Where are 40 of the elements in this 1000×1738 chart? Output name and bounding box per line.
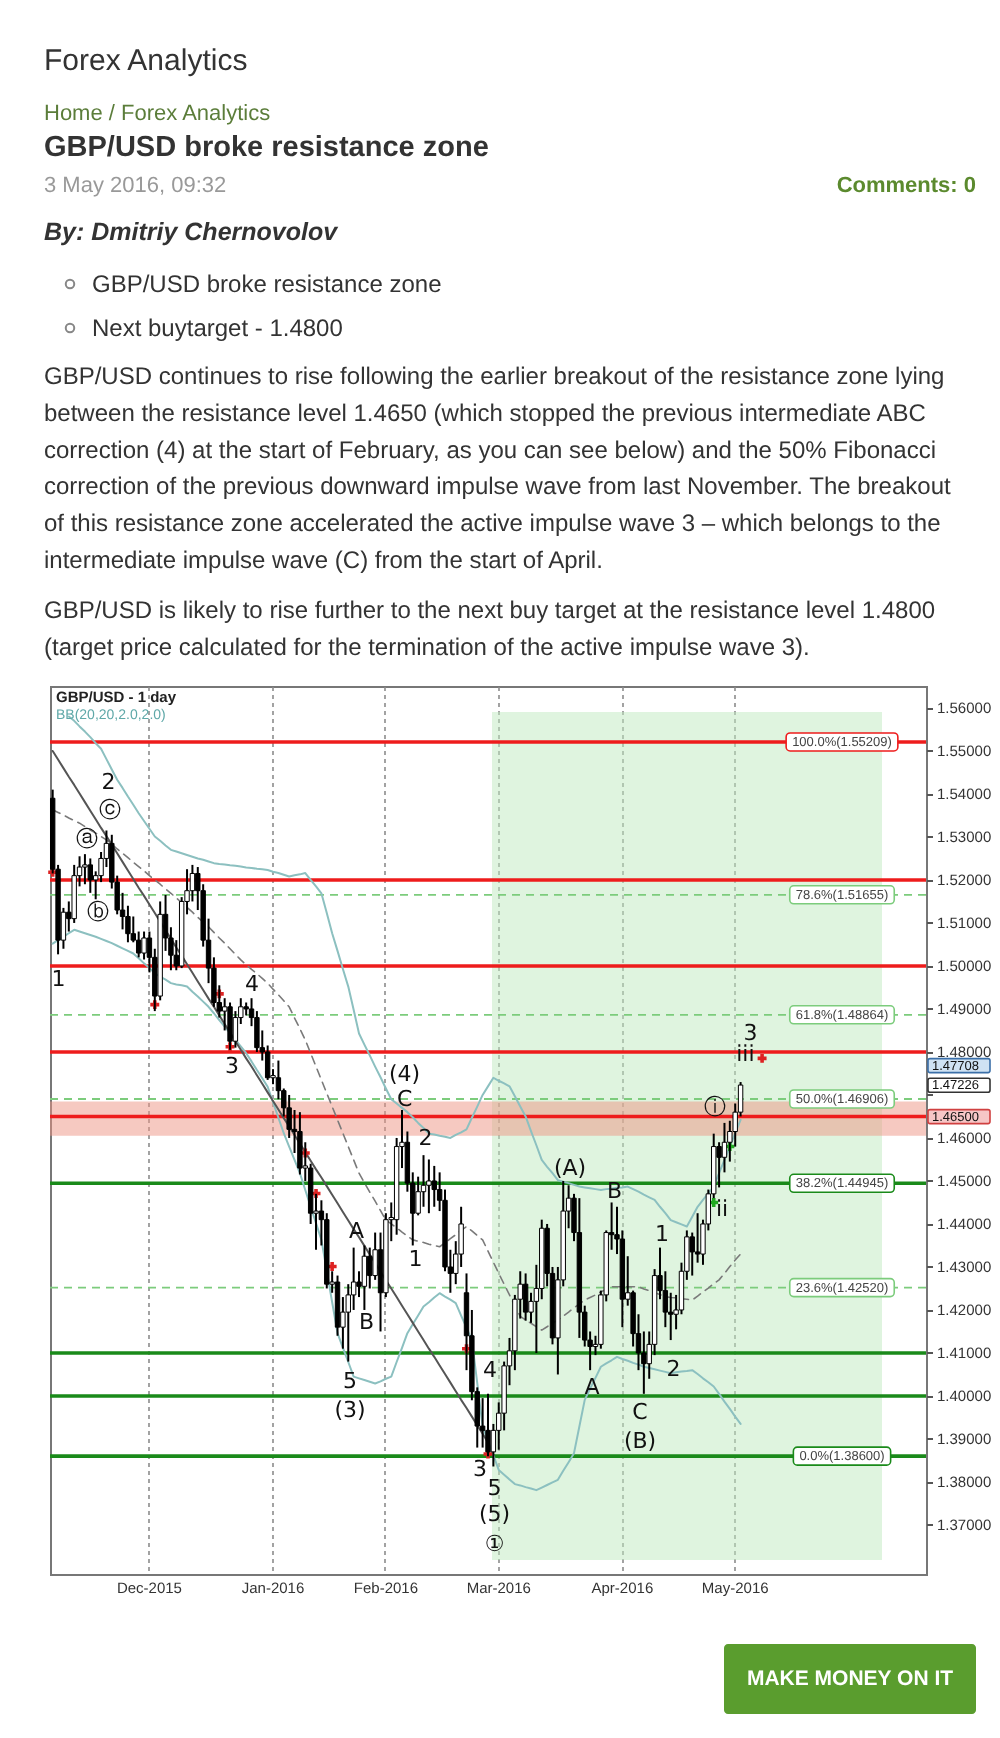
annotation: 3 xyxy=(225,1052,239,1079)
annotation: (3) xyxy=(334,1397,366,1424)
text: GBP/USD continues to rise following the earlier breakout of the resistance zone lying between the resistance level 1.4650 (which stopped the previous intermediate ABC correction (4) at the start of February, as you can see below) and the 50% Fibonacci correction of the previous downward impulse wave from last November. The breakout of this resistance zone accelerated the active impulse wave 3 – which belongs to the intermediate impulse wave (C) from the start of April. xyxy=(44,362,952,574)
annotation: (A) xyxy=(553,1154,587,1181)
annotation: 1 xyxy=(51,966,66,992)
annotation: 4 xyxy=(245,971,259,998)
annotation: ⓐ xyxy=(75,826,98,852)
annotation: 3 xyxy=(473,1456,487,1482)
annotation: 1 xyxy=(655,1221,669,1248)
annotation: C xyxy=(396,1086,413,1112)
annotation: (B) xyxy=(623,1428,657,1454)
annotation: ii xyxy=(715,1196,729,1222)
text: Comments: 0 xyxy=(836,174,976,198)
text: 3 May 2016, 09:32 xyxy=(44,174,227,198)
annotation: 5 xyxy=(487,1474,502,1501)
text: GBP/USD broke resistance zone xyxy=(92,270,443,298)
annotation: 3 xyxy=(743,1020,758,1046)
text: MAKE MONEY ON IT xyxy=(746,1667,955,1691)
annotation: 2 xyxy=(666,1356,681,1382)
annotation: A xyxy=(584,1374,601,1400)
annotation: (5) xyxy=(479,1501,511,1528)
annotation: C xyxy=(632,1399,649,1426)
annotation: 2 xyxy=(418,1124,433,1151)
text: Forex Analytics xyxy=(44,44,248,78)
annotation: ⓘ xyxy=(704,1094,727,1120)
annotation: ⓑ xyxy=(87,899,109,926)
annotation: 2 xyxy=(101,769,116,796)
annotation: B xyxy=(359,1309,375,1336)
text: GBP/USD is likely to rise further to the next buy target at the resistance level 1.4800 (target price calculated for the termination of the active impulse wave 3). xyxy=(44,596,936,661)
annotation: ① xyxy=(484,1530,505,1557)
annotation: 5 xyxy=(343,1368,357,1394)
chart-title: GBP/USD broke resistance zone xyxy=(44,132,489,164)
annotation: (4) xyxy=(389,1060,421,1087)
text: Next buytarget - 1.4800 xyxy=(92,314,344,342)
annotation: 4 xyxy=(483,1357,497,1384)
text: By: Dmitriy Chernovolov xyxy=(44,218,340,246)
text: Home / Forex Analytics xyxy=(44,102,272,126)
annotation: ⓒ xyxy=(99,797,121,824)
annotation: 1 xyxy=(408,1246,423,1272)
annotation: B xyxy=(607,1178,623,1204)
